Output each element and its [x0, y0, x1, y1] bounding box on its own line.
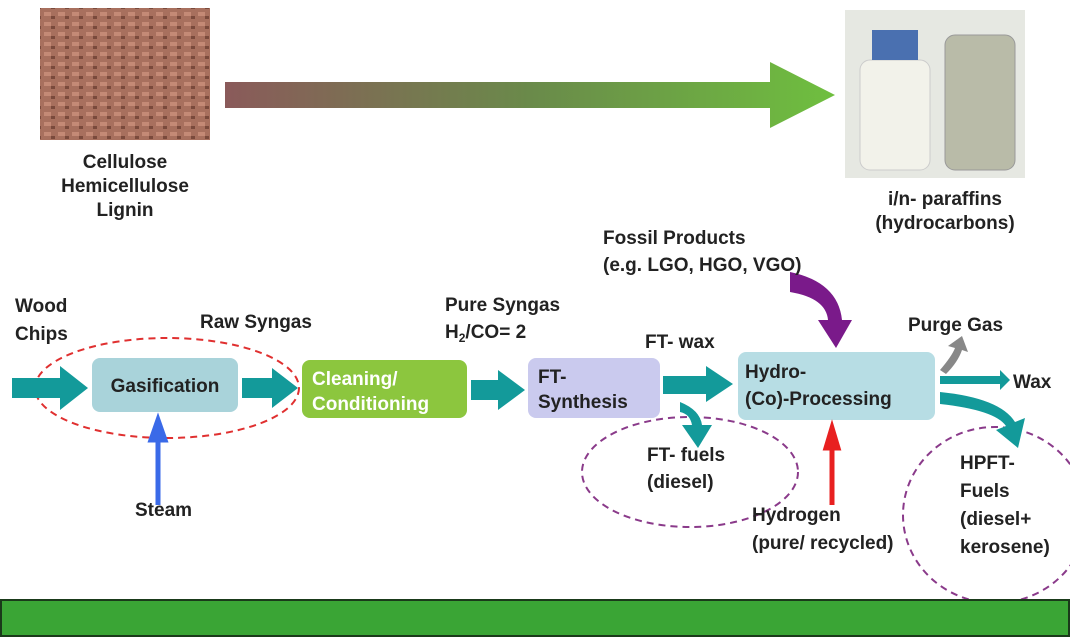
output-label: kerosene)	[960, 537, 1050, 558]
input-label: Wood	[15, 296, 67, 317]
output-label: FT- fuels	[647, 445, 725, 466]
feedstock-text: Cellulose	[83, 152, 167, 173]
purge-arrow	[940, 336, 968, 374]
box-label: Hydro-	[745, 362, 806, 383]
page: {"feedstock": {"lines": ["Cellulose", "H…	[0, 0, 1070, 637]
input-label: (e.g. LGO, HGO, VGO)	[603, 255, 801, 276]
box-label: (Co)-Processing	[745, 389, 892, 410]
wood-chips-photo	[40, 8, 210, 140]
bottles-photo	[845, 10, 1025, 178]
box-label: FT-	[538, 367, 567, 388]
steam-arrow	[151, 420, 165, 505]
process-box: Gasification	[92, 358, 238, 412]
text-part: /CO= 2	[465, 322, 526, 343]
process-box: Cleaning/ Conditioning	[302, 360, 467, 418]
box-label: Conditioning	[312, 394, 429, 415]
input-label: Steam	[135, 500, 192, 521]
product-text: i/n- paraffins	[888, 189, 1002, 210]
text-part: H	[445, 322, 459, 343]
stream-label: Raw Syngas	[200, 312, 312, 333]
stream-label: Purge Gas	[908, 315, 1003, 336]
output-label: (diesel)	[647, 472, 714, 493]
footer-bar	[1, 600, 1069, 636]
input-label: (pure/ recycled)	[752, 533, 894, 554]
feedstock-text: Lignin	[97, 200, 154, 221]
output-label: Fuels	[960, 481, 1010, 502]
stream-label: FT- wax	[645, 332, 715, 353]
process-box: Hydro- (Co)-Processing	[738, 352, 935, 420]
hydrogen-arrow	[826, 428, 838, 505]
output-label: (diesel+	[960, 509, 1031, 530]
product-text: (hydrocarbons)	[875, 213, 1014, 234]
box-label: Cleaning/	[312, 369, 398, 390]
feedstock-text: Hemicellulose	[61, 176, 189, 197]
box-label: Gasification	[111, 376, 220, 397]
conversion-arrow	[225, 62, 835, 128]
stream-label: Pure Syngas	[445, 295, 560, 316]
input-label: Fossil Products	[603, 228, 746, 249]
input-label: Chips	[15, 324, 68, 345]
diagram: Cellulose Hemicellulose Lignin i/n- para…	[0, 0, 1070, 637]
box-label: Synthesis	[538, 392, 628, 413]
input-label: Hydrogen	[752, 505, 841, 526]
output-label: HPFT-	[960, 453, 1015, 474]
stream-label: Wax	[1013, 372, 1052, 393]
stream-label: H2/CO= 2	[445, 322, 526, 345]
process-box: FT- Synthesis	[528, 358, 660, 418]
fossil-arrow	[790, 272, 852, 348]
